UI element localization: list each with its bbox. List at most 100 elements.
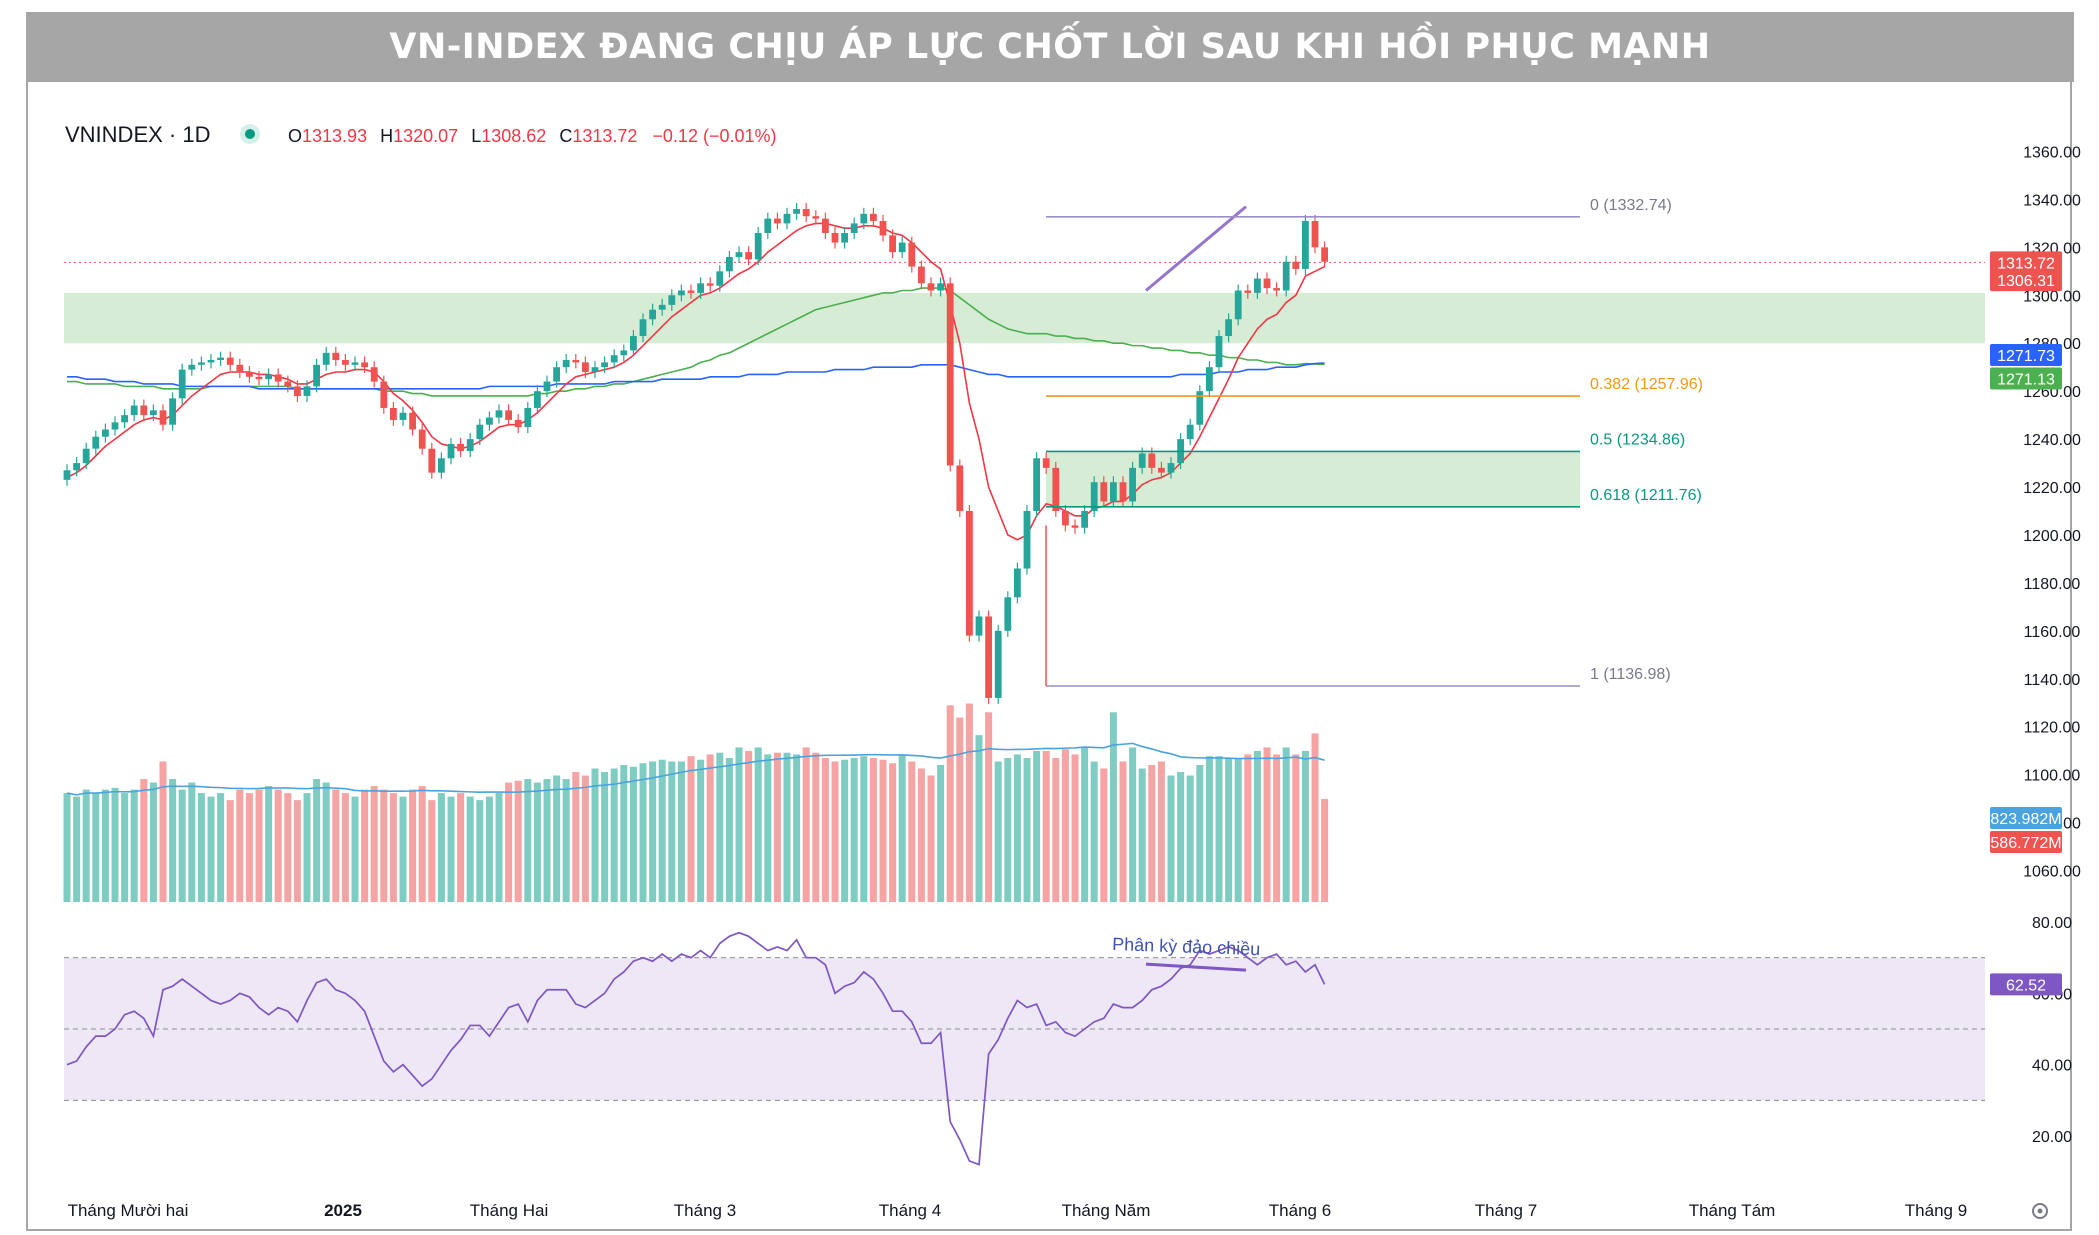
volume-bar bbox=[629, 766, 637, 902]
candle-body bbox=[159, 410, 167, 425]
volume-bar bbox=[226, 800, 234, 902]
candle bbox=[1158, 461, 1165, 479]
candle bbox=[217, 351, 224, 367]
candle-body bbox=[610, 355, 618, 363]
price-tick-label: 1120.00 bbox=[2024, 720, 2081, 737]
volume-bar bbox=[725, 757, 733, 902]
volume-bar bbox=[361, 789, 369, 902]
candle bbox=[860, 207, 868, 230]
candle bbox=[850, 217, 858, 239]
candle bbox=[649, 303, 656, 326]
fibonacci-retracement[interactable]: 0 (1332.74) 0.382 (1257.96) 0.5 (1234.86) 0… bbox=[1045, 197, 1703, 687]
candle-body bbox=[255, 376, 263, 380]
rsi-badge-label: 62.52 bbox=[2006, 977, 2046, 994]
volume-bars bbox=[63, 703, 1329, 902]
candle-body bbox=[553, 367, 560, 382]
time-tick-label: 2025 bbox=[324, 1201, 362, 1220]
candle bbox=[150, 404, 157, 422]
price-badge-label: 1271.13 bbox=[1997, 371, 2055, 388]
rsi-tick-label: 80.00 bbox=[2032, 915, 2072, 932]
volume-bar bbox=[485, 796, 493, 902]
open-value: 1313.93 bbox=[302, 126, 367, 146]
rsi-panel: Phân kỳ đảo chiều bbox=[64, 931, 1985, 1166]
candle-body bbox=[73, 463, 80, 471]
candle bbox=[342, 354, 349, 371]
candle-body bbox=[793, 209, 800, 214]
candle-body bbox=[630, 336, 637, 351]
volume-bar bbox=[389, 793, 397, 902]
candle bbox=[380, 375, 388, 414]
candle bbox=[438, 452, 445, 479]
candle-body bbox=[562, 360, 570, 368]
candle bbox=[514, 413, 522, 434]
volume-bar bbox=[169, 779, 177, 902]
candle bbox=[822, 212, 829, 239]
divergence-annotation: Phân kỳ đảo chiều bbox=[1112, 934, 1261, 959]
candle-body bbox=[428, 448, 436, 473]
candle bbox=[188, 358, 196, 376]
settings-icon[interactable] bbox=[2032, 1203, 2048, 1219]
candle bbox=[812, 210, 820, 225]
volume-bar bbox=[505, 782, 513, 902]
candle-body bbox=[966, 511, 973, 636]
volume-bar bbox=[92, 793, 100, 902]
volume-bar bbox=[687, 756, 695, 902]
low-value: 1308.62 bbox=[481, 126, 546, 146]
volume-bar bbox=[476, 800, 484, 902]
candle-body bbox=[351, 362, 359, 365]
volume-bar bbox=[293, 800, 301, 902]
candle-body bbox=[1119, 482, 1127, 502]
volume-bar bbox=[1186, 775, 1194, 902]
volume-bar bbox=[793, 754, 801, 902]
candle-body bbox=[207, 360, 215, 363]
volume-bar bbox=[917, 768, 925, 902]
price-tick-label: 1140.00 bbox=[2024, 672, 2081, 689]
candle-body bbox=[937, 283, 944, 291]
candle bbox=[534, 385, 541, 414]
candle bbox=[716, 265, 724, 292]
candle-body bbox=[63, 470, 71, 480]
fib-level-label: 0.382 (1257.96) bbox=[1590, 376, 1703, 393]
candle-body bbox=[1148, 453, 1156, 468]
volume-bar bbox=[1273, 754, 1281, 902]
candle bbox=[159, 404, 167, 431]
volume-bar bbox=[1263, 747, 1271, 902]
candle bbox=[1206, 361, 1213, 398]
candle-body bbox=[956, 465, 964, 511]
candle-body bbox=[927, 283, 935, 291]
volume-badge: 823.982M bbox=[1990, 807, 2062, 829]
candle-body bbox=[889, 235, 896, 253]
candle-body bbox=[1263, 278, 1271, 289]
rsi-line bbox=[66, 931, 1326, 1166]
candle bbox=[303, 380, 311, 402]
price-tick-label: 1180.00 bbox=[2024, 576, 2081, 593]
candle bbox=[1004, 591, 1012, 637]
candle-body bbox=[649, 309, 656, 320]
candle-body bbox=[370, 367, 378, 382]
volume-bar bbox=[1157, 761, 1165, 902]
candle bbox=[639, 313, 647, 343]
candle-body bbox=[198, 362, 205, 365]
volume-bar bbox=[831, 761, 839, 902]
candle bbox=[1110, 476, 1117, 508]
candle bbox=[668, 289, 676, 311]
candle-body bbox=[130, 405, 138, 416]
candle-body bbox=[188, 364, 196, 370]
candle bbox=[889, 229, 896, 259]
time-tick-label: Tháng 7 bbox=[1475, 1201, 1537, 1220]
candle bbox=[966, 505, 973, 642]
high-label: H bbox=[380, 126, 393, 146]
candle bbox=[1215, 330, 1223, 374]
candle-body bbox=[505, 410, 512, 420]
volume-bar bbox=[409, 789, 417, 902]
price-badge: 1306.31 bbox=[1990, 269, 2062, 292]
candle-body bbox=[687, 290, 695, 293]
volume-bar bbox=[889, 763, 897, 902]
candle-body bbox=[1282, 261, 1290, 291]
candle bbox=[1023, 505, 1031, 575]
candle bbox=[476, 418, 484, 446]
volume-bar bbox=[735, 747, 743, 902]
candle bbox=[82, 442, 90, 470]
volume-bar bbox=[985, 712, 993, 902]
